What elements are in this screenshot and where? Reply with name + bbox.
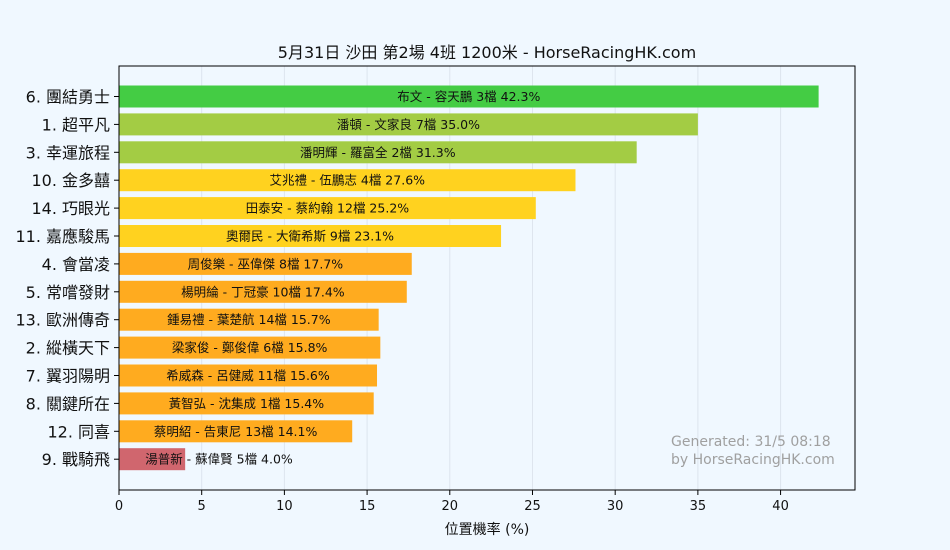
bar-label: 艾兆禮 - 伍鵬志 4檔 27.6% xyxy=(269,173,425,188)
y-tick-label: 4. 會當凌 xyxy=(42,255,110,274)
x-tick-label: 15 xyxy=(359,499,376,514)
x-tick-label: 30 xyxy=(607,499,624,514)
x-tick-label: 20 xyxy=(442,499,459,514)
watermark-line-2: by HorseRacingHK.com xyxy=(671,452,835,468)
bar xyxy=(119,225,502,247)
bar xyxy=(119,85,819,108)
plot-frame xyxy=(118,65,856,491)
plot-area xyxy=(119,66,855,490)
x-tick-label: 10 xyxy=(276,499,293,514)
bar-label: 梁家俊 - 鄭俊偉 6檔 15.8% xyxy=(172,340,328,355)
bar-label: 奧爾民 - 大衛希斯 9檔 23.1% xyxy=(226,229,394,244)
bar xyxy=(119,113,698,136)
y-tick-label: 5. 常嚐發財 xyxy=(26,283,110,302)
x-axis-label: 位置機率 (%) xyxy=(445,521,530,538)
y-tick-label: 7. 翼羽陽明 xyxy=(26,367,110,386)
y-tick-label: 10. 金多囍 xyxy=(31,171,110,190)
bar-label: 湯普新 - 蘇偉賢 5檔 4.0% xyxy=(145,452,293,467)
y-tick-label: 14. 巧眼光 xyxy=(31,199,110,218)
y-tick-label: 6. 團結勇士 xyxy=(26,88,110,107)
bar-label: 希威森 - 呂健威 11檔 15.6% xyxy=(166,368,330,383)
bar-labels: 布文 - 容天鵬 3檔 42.3% 潘頓 - 文家良 7檔 35.0% 潘明輝 - … xyxy=(145,89,540,467)
x-tick-label: 40 xyxy=(772,499,789,514)
x-axis-ticks: 0 5 10 15 20 25 30 35 40 xyxy=(115,490,789,514)
grid xyxy=(201,66,782,490)
x-tick-label: 0 xyxy=(115,499,123,514)
bar xyxy=(119,280,407,303)
x-tick-label: 35 xyxy=(690,499,707,514)
bar-label: 蔡明紹 - 告東尼 13檔 14.1% xyxy=(154,424,318,439)
y-tick-label: 2. 縱橫天下 xyxy=(26,339,110,358)
bar-label: 黃智弘 - 沈集成 1檔 15.4% xyxy=(169,396,325,411)
y-tick-label: 8. 關鍵所在 xyxy=(26,394,110,413)
bar xyxy=(119,364,378,387)
bars xyxy=(119,85,819,471)
bar xyxy=(119,252,412,275)
bar-label: 鍾易禮 - 葉楚航 14檔 15.7% xyxy=(167,312,331,327)
chart-title: 5月31日 沙田 第2場 4班 1200米 - HorseRacingHK.co… xyxy=(278,43,696,62)
y-tick-label: 9. 戰騎飛 xyxy=(42,450,110,469)
y-tick-label: 3. 幸運旅程 xyxy=(26,143,110,162)
bar xyxy=(119,197,536,220)
bar xyxy=(119,169,576,192)
bar-label: 布文 - 容天鵬 3檔 42.3% xyxy=(397,89,540,104)
y-tick-label: 1. 超平凡 xyxy=(42,115,110,134)
watermark-line-1: Generated: 31/5 08:18 xyxy=(671,434,831,450)
x-tick-label: 25 xyxy=(524,499,541,514)
bar xyxy=(119,308,379,331)
x-tick-label: 5 xyxy=(198,499,206,514)
bar xyxy=(119,392,374,415)
y-tick-label: 12. 同喜 xyxy=(47,422,110,441)
bar xyxy=(119,141,637,164)
bar-label: 周俊樂 - 巫偉傑 8檔 17.7% xyxy=(188,256,344,271)
y-tick-label: 13. 歐洲傳奇 xyxy=(15,311,110,330)
bar xyxy=(119,336,381,359)
bar xyxy=(119,448,186,471)
bar-label: 潘頓 - 文家良 7檔 35.0% xyxy=(337,117,480,132)
bar-label: 田泰安 - 蔡約翰 12檔 25.2% xyxy=(246,201,410,216)
bar-label: 楊明綸 - 丁冠豪 10檔 17.4% xyxy=(181,284,345,299)
y-tick-label: 11. 嘉應駿馬 xyxy=(15,227,110,246)
bar xyxy=(119,420,353,443)
y-axis-labels: 6. 團結勇士 1. 超平凡 3. 幸運旅程 10. 金多囍 14. 巧眼光 11. 嘉應… xyxy=(15,88,119,469)
bar-label: 潘明輝 - 羅富全 2檔 31.3% xyxy=(300,145,456,160)
